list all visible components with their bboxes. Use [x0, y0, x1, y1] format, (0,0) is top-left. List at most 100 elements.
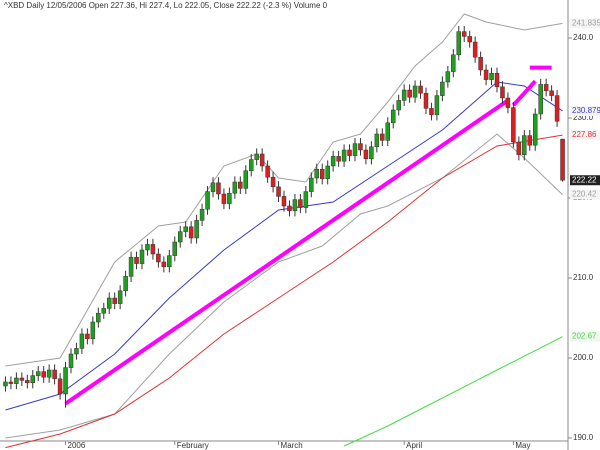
x-tick-label: 2006 [68, 441, 86, 450]
candle-body [532, 113, 538, 146]
price-label: 230.879 [572, 106, 600, 115]
candle-body [401, 89, 407, 101]
candle-body [210, 182, 216, 192]
candle-body [527, 135, 533, 146]
price-label: 227.86 [572, 130, 597, 139]
candle-body [412, 85, 418, 98]
candle-body [314, 168, 320, 179]
y-tick-label: 190.0 [573, 433, 594, 442]
x-tick-label: March [281, 441, 303, 450]
candle-body [123, 276, 128, 292]
candle-body [500, 86, 505, 99]
candle-body [183, 226, 188, 232]
candle-body [511, 107, 516, 143]
candle-body [117, 290, 123, 304]
candle-body [101, 308, 107, 314]
candle-body [336, 156, 341, 162]
candle-body [14, 377, 19, 384]
candle-body [505, 97, 511, 108]
candle-body [79, 333, 85, 349]
candle-body [161, 261, 167, 268]
trend-line [511, 79, 537, 107]
candle-body [456, 31, 462, 56]
candle-body [139, 249, 145, 264]
candle-body [358, 143, 363, 151]
candle-body [352, 143, 358, 156]
candle-body [128, 256, 134, 277]
candle-body [281, 196, 287, 207]
price-label: 202.67 [572, 332, 597, 341]
price-label: 220.42 [572, 190, 597, 199]
trend-line [64, 98, 510, 406]
candle-body [440, 81, 445, 96]
candle-body [347, 149, 352, 156]
candle-body [494, 72, 500, 88]
candle-body [325, 165, 330, 180]
candle-body [276, 186, 281, 197]
indicator-line [343, 336, 563, 447]
candle-body [560, 138, 565, 181]
candle-body [467, 36, 472, 43]
candle-body [298, 199, 303, 208]
candle-body [549, 90, 554, 96]
y-tick-label: 200.0 [573, 353, 594, 362]
candle-body [25, 380, 30, 384]
candle-body [145, 244, 150, 251]
price-label-box [570, 130, 600, 141]
price-label-box [570, 189, 600, 200]
candle-body [543, 84, 549, 92]
candle-body [216, 182, 221, 195]
candle-body [156, 253, 161, 263]
y-tick-label: 210.0 [573, 273, 594, 282]
candle-body [90, 321, 96, 340]
candle-body [57, 378, 63, 395]
price-label: 241.835 [572, 18, 600, 27]
candle-body [407, 89, 412, 98]
candle-body [434, 95, 440, 116]
x-tick-label: February [177, 441, 209, 450]
candle-body [238, 181, 243, 189]
candle-body [68, 353, 74, 368]
candle-body [259, 153, 265, 167]
candle-body [134, 256, 139, 264]
candle-body [3, 381, 8, 387]
candle-body [319, 168, 325, 180]
candle-body [52, 369, 57, 380]
candle-body [489, 72, 494, 80]
candle-body [270, 176, 276, 188]
price-label-box [570, 175, 600, 186]
candle-body [112, 297, 117, 304]
candle-body [248, 159, 254, 172]
candle-body [341, 149, 347, 162]
candle-body [292, 199, 298, 212]
candle-body [106, 297, 112, 309]
candle-body [199, 208, 205, 221]
candle-body [303, 191, 309, 208]
candle-body [19, 377, 25, 381]
candle-body [227, 192, 232, 204]
candle-body [8, 381, 14, 384]
candle-body [330, 156, 336, 167]
candle-body [380, 133, 385, 141]
candle-body [194, 220, 199, 239]
candle-body [390, 109, 396, 124]
candle-body [243, 170, 249, 189]
candle-body [538, 84, 543, 115]
candle-body [385, 122, 391, 141]
price-label-box [570, 331, 600, 342]
candle-body [172, 241, 178, 256]
candle-body [46, 369, 52, 378]
candle-body [374, 133, 380, 148]
price-label-box [570, 18, 600, 29]
candle-body [265, 165, 270, 178]
chart-title: ^XBD Daily 12/05/2006 Open 227.36, Hi 22… [4, 1, 328, 10]
candle-body [167, 255, 172, 268]
candle-body [478, 56, 483, 71]
candle-body [74, 348, 79, 355]
candle-body [177, 231, 183, 243]
candle-body [221, 193, 227, 204]
candle-body [418, 85, 423, 94]
indicator-line [5, 13, 563, 367]
